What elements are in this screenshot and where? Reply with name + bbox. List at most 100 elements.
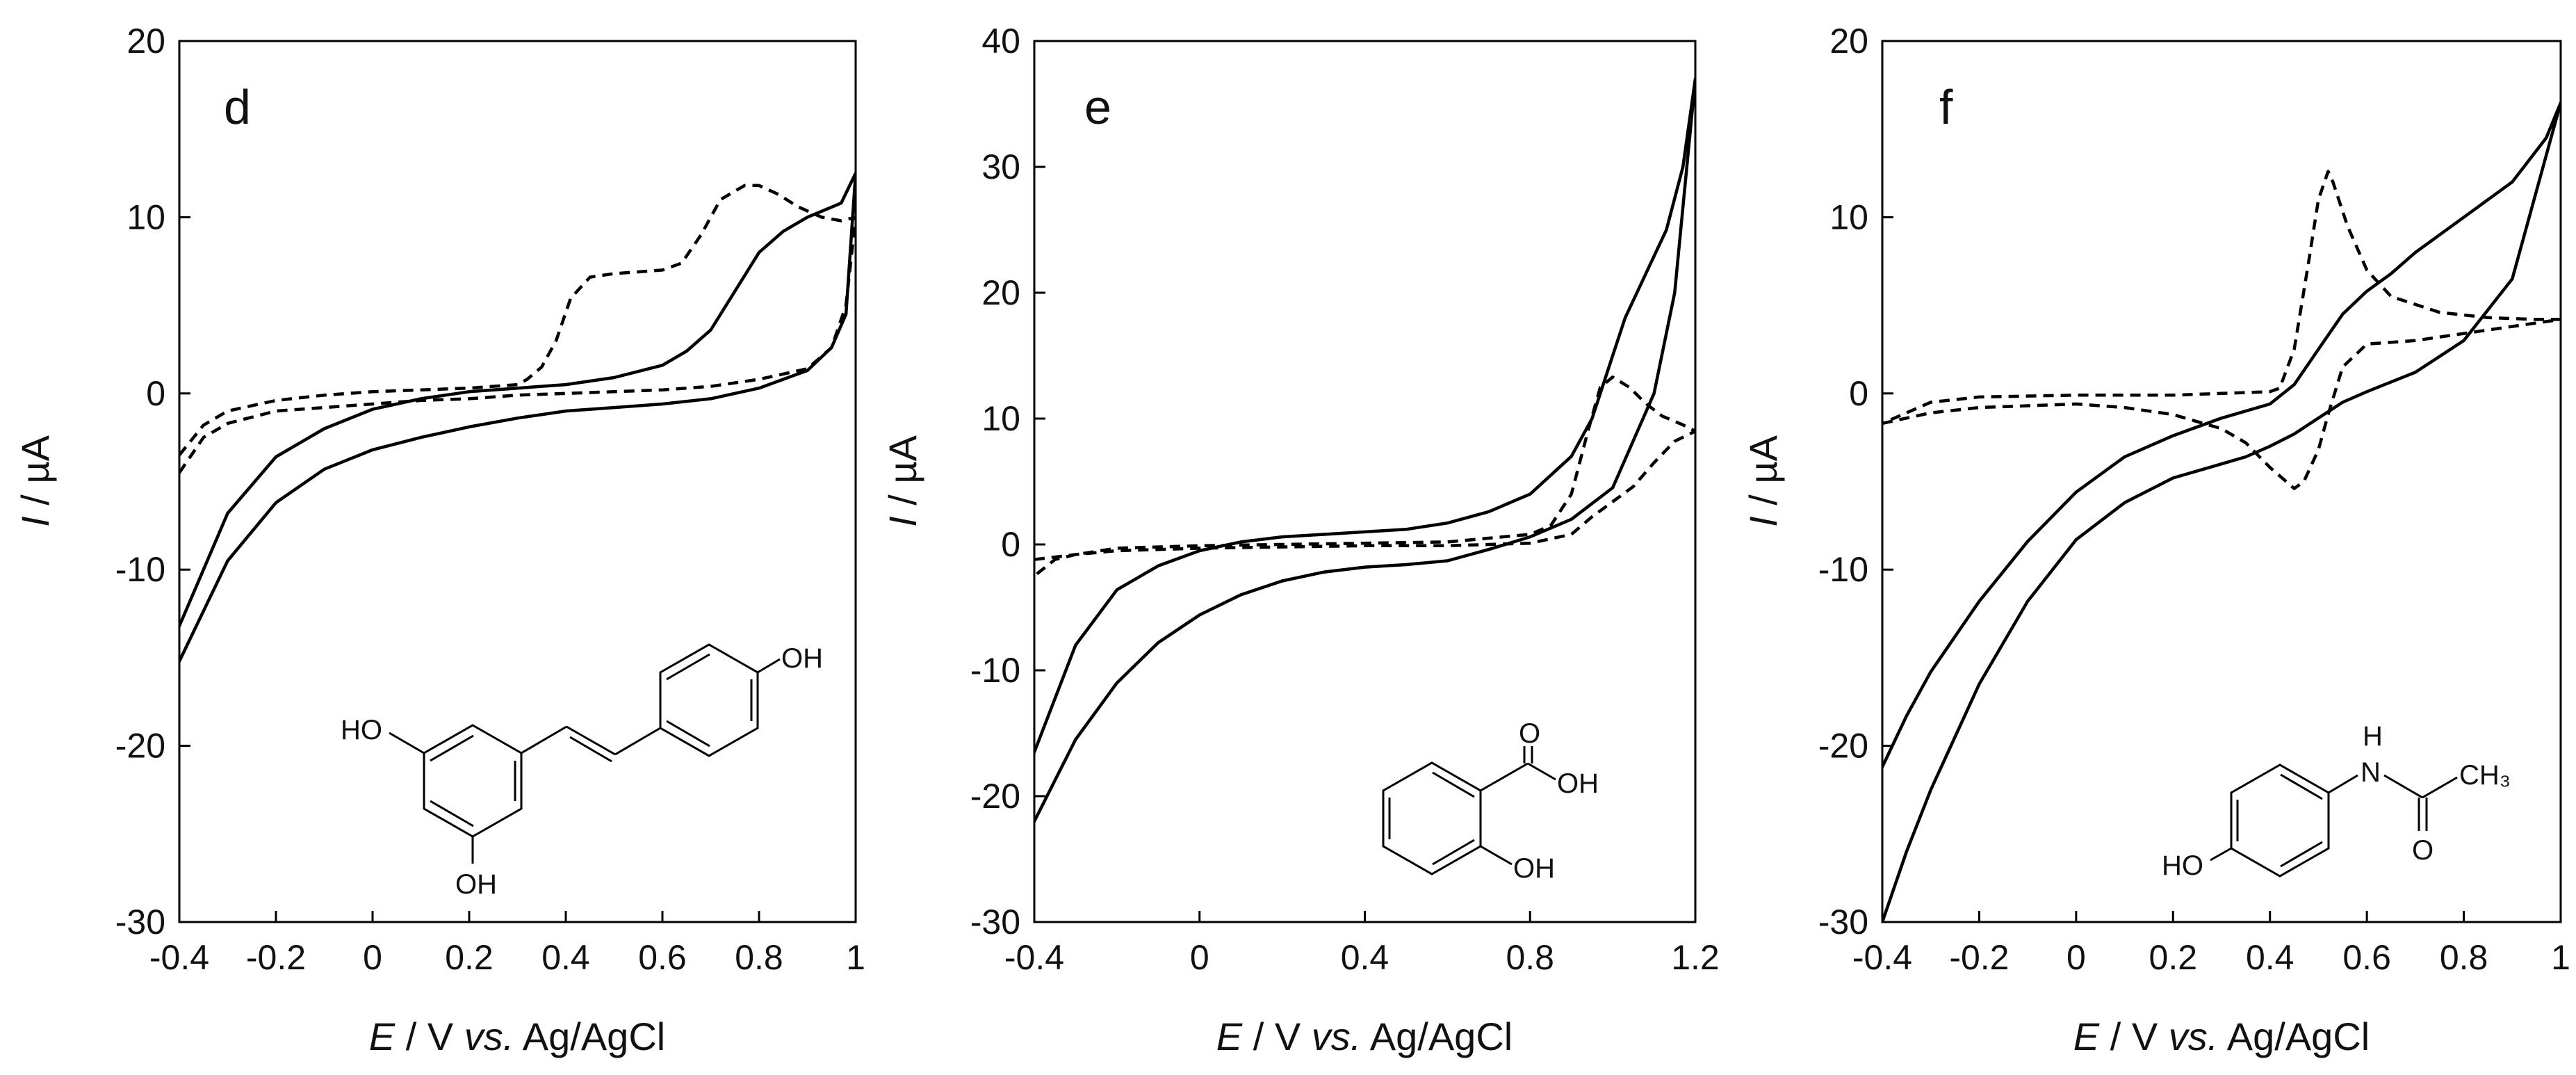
x-tick-label: -0.2 (246, 938, 306, 977)
panel-d-data (179, 171, 856, 663)
y-tick-label: -10 (970, 651, 1020, 690)
x-tick-label: -0.4 (1004, 938, 1064, 977)
x-tick-label: -0.4 (1852, 938, 1912, 977)
panel-e-molecule (1382, 746, 1556, 875)
y-tick-label: -30 (115, 903, 165, 941)
x-axis-label-symbol: E (1216, 1015, 1243, 1058)
panel-e-molecule-label: O (1519, 718, 1540, 749)
series-dashed-curve (1034, 375, 1695, 578)
y-tick-label: -10 (115, 550, 165, 589)
y-tick-label: -20 (1818, 727, 1868, 766)
molecule-double-bond (1432, 839, 1475, 866)
panel-e-y-axis-label: I / µA (881, 435, 924, 527)
series-dashed-curve (179, 184, 856, 474)
molecule-bond (2328, 774, 2358, 794)
x-tick-label: 1 (2551, 938, 2570, 977)
molecule-double-bond (666, 653, 710, 681)
molecule-bond (1480, 845, 1513, 866)
molecule-bond (521, 725, 567, 754)
y-axis-label-unit: / µA (881, 435, 924, 516)
molecule-double-bond (2280, 841, 2323, 868)
panel-d-plot-frame (178, 40, 857, 923)
x-tick-label: 0.8 (735, 938, 783, 977)
molecule-bond (2383, 774, 2423, 799)
y-tick-label: 10 (1829, 197, 1868, 236)
molecule-ring (1382, 761, 1482, 875)
y-tick-label: 20 (1829, 22, 1868, 60)
panel-f-molecule-label: H (2363, 721, 2383, 752)
series-solid-curve (179, 171, 856, 663)
panel-d-y-axis-label: I / µA (13, 435, 57, 527)
x-tick-label: 1 (846, 938, 865, 977)
series-solid-curve (1882, 101, 2561, 922)
panel-e-grid-and-ticks: -30 -20 -10 0 10 20 30 40 -0.4 0 0.4 0.8 1.2 (970, 22, 1720, 977)
x-axis-label-unit: / V (2099, 1015, 2169, 1058)
y-tick-label: 10 (127, 197, 165, 236)
series-dashed-curve (1882, 170, 2561, 490)
panel-d-molecule-label: OH (781, 643, 823, 674)
molecule-bond (2422, 776, 2458, 799)
molecule-double-bond (2280, 773, 2323, 800)
x-tick-label: 0 (363, 938, 382, 977)
y-axis-label-symbol: I (13, 516, 57, 527)
y-tick-label: 30 (981, 147, 1020, 186)
panel-d-molecule-label: OH (455, 869, 497, 900)
panel-d-molecule (389, 643, 781, 864)
x-tick-label: -0.4 (149, 938, 209, 977)
y-tick-label: -20 (115, 727, 165, 766)
x-axis-label-reference: Ag/AgCl (514, 1015, 665, 1058)
x-axis-label-unit: / V (395, 1015, 464, 1058)
y-tick-label: 0 (146, 374, 165, 413)
panel-e-label: e (1084, 80, 1111, 134)
panel-f-molecule (2210, 763, 2458, 878)
panel-f-grid-and-ticks: -30 -20 -10 0 10 20 -0.4 -0.2 0 0.2 0.4 0.6 0.8 1 (1818, 22, 2570, 977)
molecule-double-bond (666, 720, 710, 747)
x-tick-label: 0.8 (2440, 938, 2488, 977)
series-solid-curve (1034, 77, 1695, 823)
panel-d-grid-and-ticks: -30 -20 -10 0 10 20 -0.4 -0.2 0 0.2 0.4 0.6 0.8 1 (115, 22, 865, 977)
molecule-bond (2210, 847, 2232, 862)
molecule-vinyl-bond (569, 736, 612, 763)
panel-e-molecule-label: OH (1557, 768, 1599, 799)
molecule-bond (389, 732, 425, 754)
panel-d-x-axis-label: E / V vs. Ag/AgCl (369, 1015, 665, 1058)
x-axis-label-symbol: E (369, 1015, 396, 1058)
y-tick-label: 0 (1001, 525, 1020, 564)
panel-f-molecule-label: O (2412, 835, 2434, 866)
y-tick-label: 20 (127, 22, 165, 60)
molecule-ring (2230, 763, 2330, 878)
y-axis-label-unit: / µA (1741, 435, 1785, 516)
panel-f-data (1882, 101, 2561, 922)
x-tick-label: 0 (1190, 938, 1209, 977)
molecule-ring (659, 643, 759, 757)
y-tick-label: 0 (1849, 374, 1868, 413)
x-tick-label: 0 (2066, 938, 2086, 977)
panel-e-plot-frame (1033, 40, 1697, 923)
panel-f-molecule-label: N (2361, 757, 2381, 788)
y-tick-label: 10 (981, 399, 1020, 438)
molecule-bond (1480, 762, 1529, 792)
y-tick-label: -30 (970, 903, 1020, 941)
x-axis-label-reference: Ag/AgCl (2218, 1015, 2370, 1058)
molecule-bond (614, 727, 661, 756)
x-tick-label: 0.8 (1506, 938, 1554, 977)
x-axis-label-symbol: E (2073, 1015, 2100, 1058)
y-axis-label-symbol: I (1741, 516, 1785, 527)
x-tick-label: 0.4 (1341, 938, 1389, 977)
molecule-vinyl-bond (566, 725, 616, 756)
x-axis-label-reference: Ag/AgCl (1361, 1015, 1513, 1058)
x-tick-label: 0.6 (638, 938, 687, 977)
molecule-bond (757, 658, 781, 674)
y-tick-label: 40 (981, 22, 1020, 60)
panel-f-molecule-label: CH₃ (2459, 760, 2511, 791)
x-tick-label: -0.2 (1949, 938, 2009, 977)
x-axis-label-vs: vs. (2169, 1015, 2219, 1058)
panel-d-label: d (224, 80, 251, 134)
y-tick-label: -20 (970, 777, 1020, 816)
x-tick-label: 1.2 (1671, 938, 1720, 977)
molecule-double-bond (430, 734, 474, 762)
panel-d-molecule-label: HO (341, 715, 382, 745)
panel-f-label: f (1939, 80, 1953, 134)
x-axis-label-vs: vs. (464, 1015, 514, 1058)
panel-e-x-axis-label: E / V vs. Ag/AgCl (1216, 1015, 1513, 1058)
